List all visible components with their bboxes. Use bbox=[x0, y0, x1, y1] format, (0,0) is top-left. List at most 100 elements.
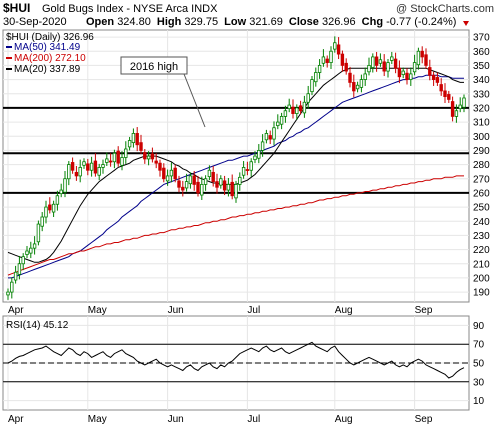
candle-body bbox=[13, 271, 18, 281]
legend-item-ma50: MA(50) 341.49 bbox=[14, 42, 81, 53]
rsi-month-label: Jun bbox=[168, 414, 184, 425]
candle-body bbox=[177, 180, 181, 188]
candle-body bbox=[112, 152, 117, 163]
candle-body bbox=[108, 160, 113, 163]
candle-body bbox=[435, 77, 440, 83]
candle-body bbox=[393, 58, 398, 69]
price-y-tick-label: 240 bbox=[473, 217, 490, 228]
candle-body bbox=[234, 184, 238, 199]
candle-body bbox=[10, 281, 14, 293]
price-candles bbox=[6, 36, 466, 300]
legend-title: $HUI (Daily) 326.96 bbox=[6, 32, 94, 43]
price-y-tick-label: 310 bbox=[473, 118, 490, 129]
price-y-tick-label: 330 bbox=[473, 89, 490, 100]
rsi-y-tick-label: 30 bbox=[473, 377, 485, 388]
candle-body bbox=[207, 169, 212, 178]
candle-body bbox=[29, 247, 33, 254]
candle-body bbox=[276, 121, 280, 127]
candle-body bbox=[143, 152, 147, 160]
price-y-tick-label: 270 bbox=[473, 174, 490, 185]
candle-body bbox=[211, 171, 215, 182]
candle-body bbox=[188, 175, 193, 185]
candle-body bbox=[348, 72, 352, 83]
candle-body bbox=[302, 101, 307, 114]
candle-body bbox=[120, 157, 124, 166]
candle-body bbox=[317, 65, 322, 73]
price-y-tick-label: 260 bbox=[473, 188, 490, 199]
candle-body bbox=[378, 59, 383, 64]
price-month-label: May bbox=[88, 305, 107, 316]
rsi-y-tick-label: 10 bbox=[473, 396, 485, 407]
candle-body bbox=[169, 169, 174, 177]
candle-body bbox=[420, 50, 424, 58]
candle-body bbox=[200, 184, 204, 196]
candle-body bbox=[40, 216, 44, 227]
candle-body bbox=[150, 153, 155, 160]
candle-body bbox=[454, 110, 459, 117]
candle-body bbox=[135, 133, 139, 146]
candle-body bbox=[146, 155, 151, 160]
rsi-threshold-lines bbox=[3, 343, 469, 383]
candle-body bbox=[32, 243, 37, 249]
candle-body bbox=[401, 70, 405, 76]
candle-body bbox=[458, 104, 462, 110]
candle-body bbox=[359, 79, 364, 88]
candle-body bbox=[184, 181, 189, 189]
candle-body bbox=[382, 61, 386, 72]
candle-body bbox=[127, 140, 132, 148]
candle-body bbox=[173, 167, 177, 180]
candle-body bbox=[264, 133, 269, 141]
price-y-tick-label: 340 bbox=[473, 75, 490, 86]
legend-item-ma200: MA(200) 272.10 bbox=[14, 53, 86, 64]
date-label: 30-Sep-2020 bbox=[3, 16, 67, 28]
watermark-label: @ StockCharts.com bbox=[396, 3, 494, 15]
price-y-tick-label: 210 bbox=[473, 259, 490, 270]
candle-body bbox=[306, 93, 310, 103]
rsi-month-label: Apr bbox=[8, 414, 24, 425]
candle-body bbox=[192, 175, 196, 185]
candle-body bbox=[355, 84, 360, 90]
candle-body bbox=[97, 167, 101, 176]
price-y-tick-label: 370 bbox=[473, 33, 490, 44]
candle-body bbox=[158, 162, 162, 171]
open-label: Open bbox=[86, 16, 114, 28]
rsi-title: RSI(14) 45.12 bbox=[6, 320, 69, 331]
candle-body bbox=[363, 73, 367, 80]
price-y-tick-label: 320 bbox=[473, 103, 490, 114]
candle-body bbox=[450, 101, 455, 117]
candle-body bbox=[279, 116, 284, 125]
chart-header: $HUI Gold Bugs Index - NYSE Arca INDX @ … bbox=[3, 1, 494, 28]
candle-body bbox=[253, 155, 257, 161]
candle-body bbox=[6, 291, 10, 296]
legend-item-ma20: MA(20) 337.89 bbox=[14, 64, 81, 75]
candle-body bbox=[74, 171, 79, 177]
candle-body bbox=[82, 161, 86, 166]
candle-body bbox=[51, 203, 56, 213]
price-y-tick-label: 360 bbox=[473, 47, 490, 58]
low-label: Low bbox=[224, 16, 246, 28]
candle-body bbox=[67, 164, 71, 180]
price-y-tick-label: 220 bbox=[473, 245, 490, 256]
ma-line-ma200 bbox=[7, 175, 464, 276]
candle-body bbox=[257, 150, 261, 159]
high-label: High bbox=[157, 16, 182, 28]
price-legend: $HUI (Daily) 326.96 MA(50) 341.49 MA(200… bbox=[6, 32, 94, 75]
open-value: 324.80 bbox=[117, 16, 151, 28]
candle-body bbox=[48, 204, 52, 211]
candle-body bbox=[314, 72, 318, 83]
chg-value: -0.77 (-0.24%) bbox=[386, 16, 456, 28]
price-axis-labels: 190 200 210 220 230 240 250 260 270 280 290 300 310 3… bbox=[473, 33, 490, 299]
price-y-tick-label: 190 bbox=[473, 288, 490, 299]
price-month-labels: Apr May Jun Jul Aug Sep bbox=[8, 305, 433, 316]
candle-body bbox=[336, 44, 341, 55]
low-value: 321.69 bbox=[249, 16, 283, 28]
close-value: 326.96 bbox=[322, 16, 356, 28]
candle-body bbox=[245, 169, 250, 171]
candle-body bbox=[238, 176, 242, 185]
candle-body bbox=[25, 250, 29, 255]
candle-body bbox=[44, 206, 48, 218]
ma-line-ma50 bbox=[8, 74, 464, 279]
candle-body bbox=[196, 181, 200, 194]
candle-body bbox=[86, 163, 90, 171]
